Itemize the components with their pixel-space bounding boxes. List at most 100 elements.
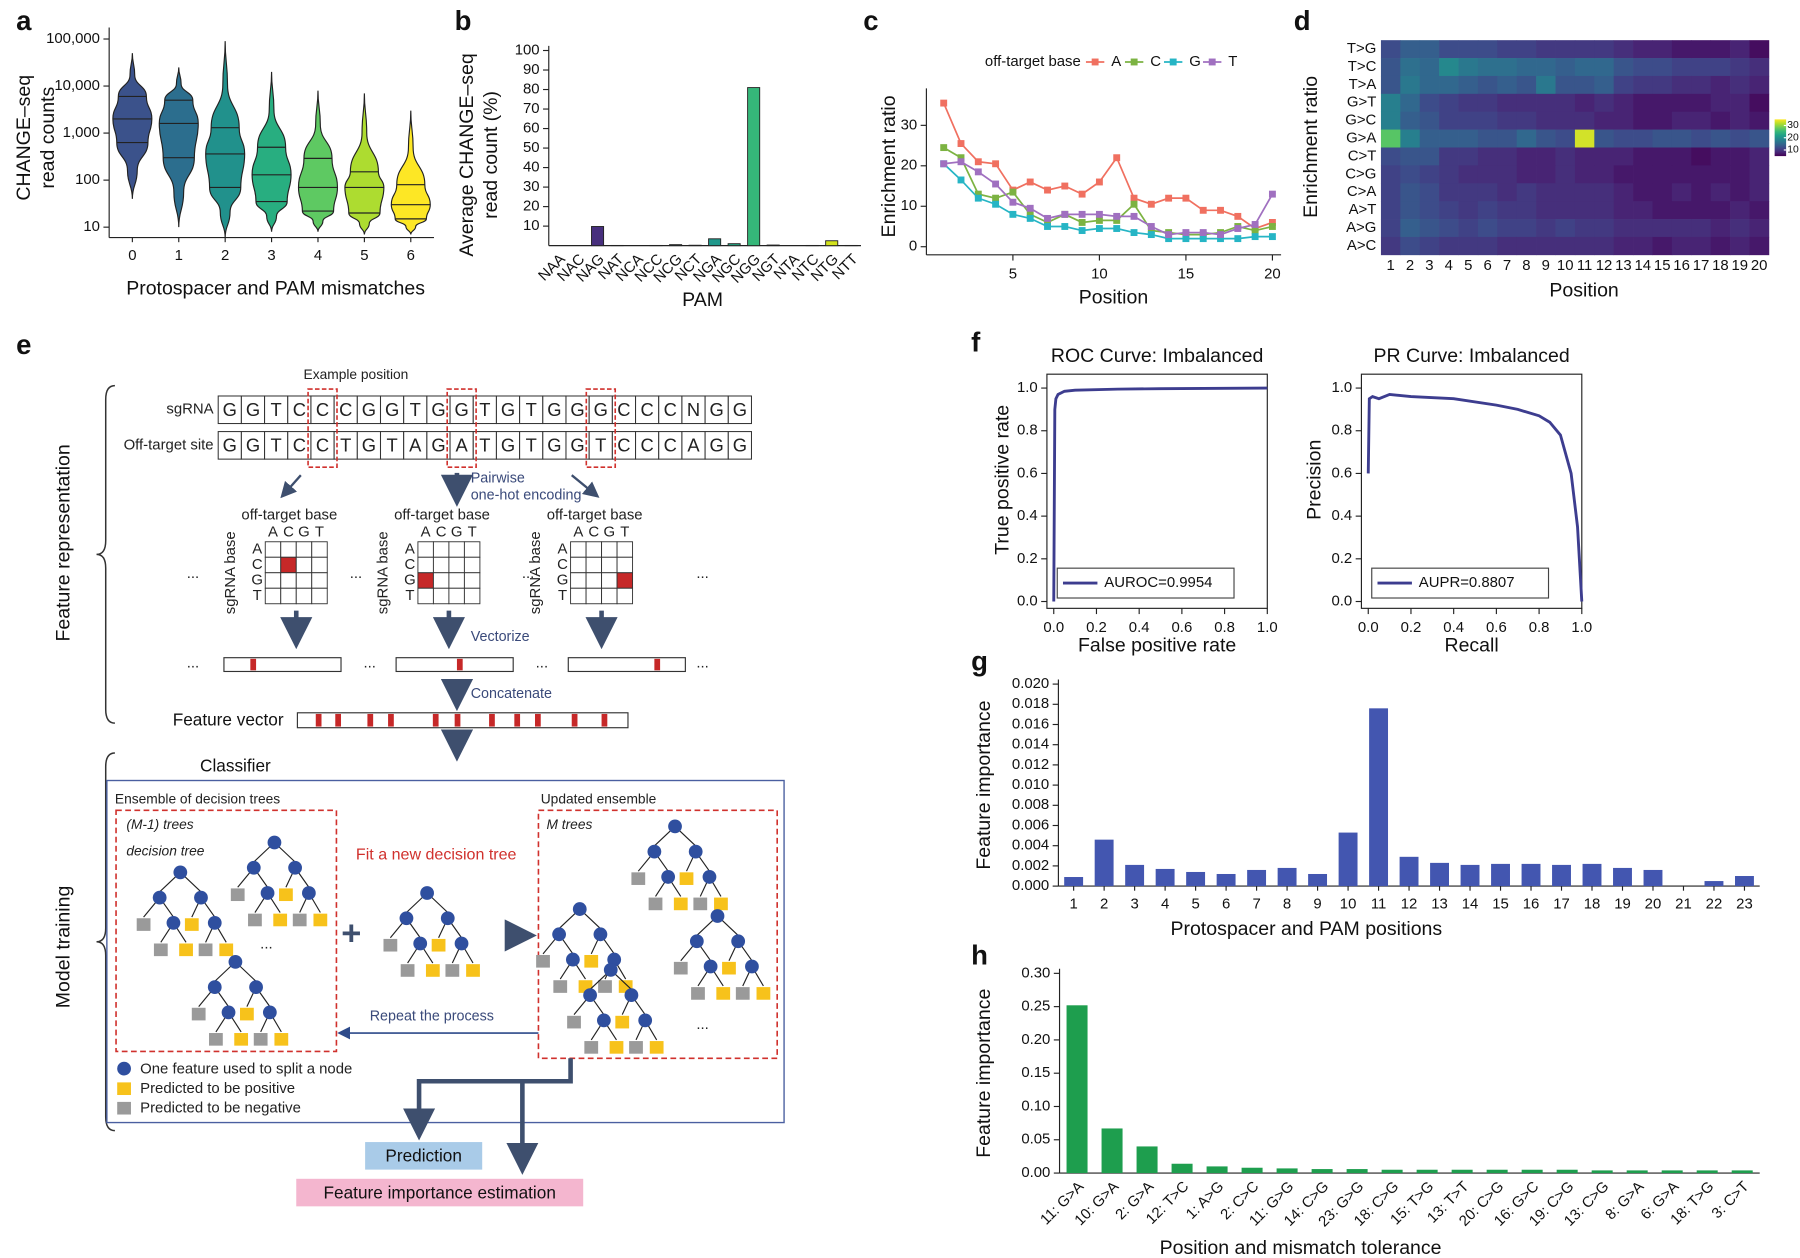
tree-node [583, 988, 597, 1003]
heat-cell [1710, 183, 1731, 202]
heat-cell [1613, 93, 1634, 113]
row-label: C>A [1347, 183, 1376, 200]
matrix-cell [432, 572, 450, 589]
matrix-cell [448, 556, 465, 574]
heat-cell [1400, 201, 1421, 220]
heat-cell [1477, 183, 1498, 202]
tree-leaf [629, 1041, 643, 1054]
heat-cell [1439, 219, 1459, 238]
tree-node [703, 959, 718, 974]
legend-label: A [1111, 53, 1121, 70]
heat-cell [1710, 111, 1731, 130]
heat-cell [1691, 165, 1712, 184]
plot-frame [1360, 373, 1583, 609]
heat-cell [1730, 40, 1750, 59]
column-label: 12 [1596, 257, 1613, 274]
tree-leaf [584, 954, 599, 968]
heat-cell [1477, 219, 1498, 238]
highlight-box [446, 388, 477, 468]
heat-cell [1613, 58, 1634, 77]
heat-cell [1477, 58, 1498, 77]
marker [1113, 225, 1121, 232]
matrix-cell [311, 587, 328, 605]
tree-leaf [679, 872, 694, 885]
bar [1311, 1169, 1333, 1174]
heat-cell [1497, 236, 1518, 256]
marker [1009, 188, 1017, 196]
matrix-title: off-target base [241, 506, 337, 523]
heat-cell [1477, 201, 1498, 220]
matrix-col-label: G [604, 524, 616, 541]
heat-cell [1710, 236, 1731, 256]
y-tick-label: 0.4 [1017, 507, 1038, 524]
tree-leaf [584, 1041, 599, 1054]
heat-cell [1671, 40, 1692, 59]
ellipsis: ... [363, 654, 375, 671]
vector-bit [489, 713, 495, 727]
tree-leaf [716, 987, 731, 1000]
matrix-cell [280, 541, 297, 558]
x-tick-label: 0.8 [1529, 619, 1550, 636]
row-label: A>C [1347, 237, 1377, 254]
tree-leaf [553, 980, 568, 993]
marker [1251, 221, 1259, 228]
legend-label: Predicted to be positive [140, 1080, 295, 1097]
x-tick-label: 19 [1614, 895, 1631, 912]
chart-title: PR Curve: Imbalanced [1374, 345, 1570, 367]
tree-node [702, 870, 717, 884]
x-tick-label: 2 [221, 247, 229, 264]
tree-leaf [673, 961, 688, 975]
column-label: 17 [1693, 257, 1710, 274]
bar [1430, 862, 1449, 887]
heat-cell [1652, 219, 1673, 238]
marker [1078, 210, 1086, 218]
panel-label: c [863, 5, 878, 36]
bar [669, 244, 683, 247]
matrix-cell [311, 572, 328, 589]
sequence-name: Off-target site [124, 436, 214, 453]
y-tick-label: 1,000 [63, 124, 100, 141]
heat-cell [1400, 183, 1421, 202]
tree-leaf [631, 872, 646, 885]
legend-label: One feature used to split a node [140, 1061, 352, 1078]
bar [766, 244, 780, 247]
marker [1113, 212, 1121, 220]
heat-cell [1613, 40, 1634, 59]
vector-bit [335, 713, 342, 727]
matrix-cell [601, 541, 618, 558]
matrix-row-title: sgRNA base [527, 531, 544, 614]
sequence-letter: G [710, 434, 724, 455]
heat-cell [1633, 201, 1653, 220]
heat-cell [1749, 111, 1770, 130]
heat-cell [1439, 147, 1459, 166]
marker [974, 158, 982, 166]
bar [727, 243, 741, 247]
marker [1078, 190, 1086, 198]
sequence-letter: G [385, 399, 399, 420]
x-axis-label: False positive rate [1078, 634, 1236, 656]
tree-leaf [383, 938, 398, 952]
heat-cell [1380, 165, 1401, 184]
sequence-letter: T [271, 434, 282, 455]
ellipsis: ... [187, 565, 199, 582]
x-tick-label: 3 [1130, 895, 1138, 912]
matrix-cell [463, 572, 481, 589]
heat-cell [1497, 165, 1518, 184]
x-tick-label: 15 [1178, 265, 1195, 282]
one-hot-vector [395, 657, 514, 673]
y-tick-label: 0.20 [1021, 1031, 1050, 1048]
heat-cell [1555, 111, 1576, 130]
heat-cell [1613, 183, 1634, 202]
column-label: 16 [1673, 257, 1690, 274]
heat-cell [1458, 236, 1479, 256]
matrix-cell [417, 556, 434, 574]
y-tick-label: 0.30 [1021, 964, 1050, 981]
y-tick-label: 60 [523, 119, 540, 136]
y-tick-label: 0.002 [1012, 857, 1049, 874]
heat-cell [1380, 40, 1401, 59]
marker [957, 140, 965, 147]
marker [1165, 235, 1173, 243]
ellipsis: ... [696, 654, 708, 671]
heat-cell [1458, 40, 1479, 59]
matrix-row-label: A [252, 540, 262, 557]
